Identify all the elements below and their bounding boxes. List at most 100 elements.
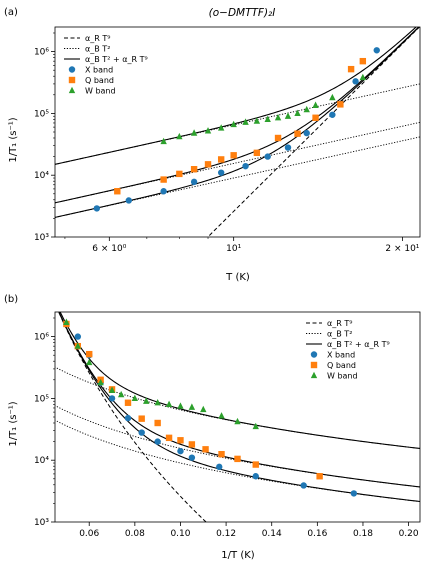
panel-b-x-tick-label: 0.10 (170, 529, 190, 539)
panel-b-data-point (74, 342, 82, 349)
panel-a-data-point (217, 124, 225, 131)
panel-b-data-point (188, 403, 196, 410)
panel-a: (a) (o−DMTTF)₂I T (K) 1/T₁ (s⁻¹) 10³10⁴1… (4, 7, 421, 283)
panel-b-data-point (165, 434, 173, 442)
panel-a-data-point (217, 169, 225, 176)
panel-b-data-point (97, 378, 104, 386)
panel-b-data-point (86, 350, 93, 358)
panel-b-data-point (177, 437, 184, 444)
panel-a-data-point (253, 117, 261, 124)
panel-b-data-point (252, 461, 259, 468)
panel-a-title: (o−DMTTF)₂I (209, 7, 276, 19)
panel-a-data-point (347, 65, 355, 73)
panel-a-data-point (337, 101, 344, 108)
panel-a-data-point (125, 197, 133, 204)
panel-a-x-tick-label: 6 × 10⁰ (92, 244, 126, 254)
panel-b-legend-label: α_B T² + α_R T⁹ (327, 340, 390, 349)
panel-b-data-point (252, 422, 259, 430)
panel-a-data-point (312, 114, 319, 121)
panel-a-data-point (294, 109, 301, 116)
panel-b-legend-label: X band (327, 351, 355, 360)
panel-b-x-tick-label: 0.16 (307, 529, 327, 539)
panel-b-dotted-fit-line (55, 405, 420, 488)
panel-b-data-point (86, 358, 93, 366)
panel-b-data-point (188, 454, 196, 461)
panel-b-data-point (154, 398, 161, 406)
panel-a-legend-label: α_B T² + α_R T⁹ (85, 55, 148, 64)
panel-a-y-tick-label: 10³ (34, 233, 49, 243)
panel-b-data-point (177, 447, 184, 455)
panel-a-data-point (359, 73, 367, 81)
panel-a-data-point (114, 188, 121, 195)
panel-a-data-point (160, 176, 167, 183)
panel-a-data-point (176, 170, 183, 178)
panel-a-legend-marker (68, 86, 76, 94)
panel-b-data-point (63, 318, 70, 325)
panel-a-data-point (303, 129, 310, 137)
panel-a-data-point (274, 134, 282, 142)
panel-b-data-point (124, 414, 132, 422)
panel-a-solid-fit-line (55, 27, 417, 165)
panel-b-x-tick-label: 0.14 (262, 529, 282, 539)
panel-a-data-point (93, 205, 101, 212)
panel-a-legend-label: W band (85, 87, 116, 96)
panel-a-data-point (264, 153, 271, 160)
panel-a-frame (54, 26, 421, 238)
panel-a-x-tick-label: 10¹ (226, 244, 241, 254)
panel-b-x-tick-label: 0.20 (399, 529, 419, 539)
panel-a-data-point (190, 129, 198, 136)
panel-b-x-tick-label: 0.18 (353, 529, 373, 539)
panel-b-legend-label: α_R T⁹ (327, 319, 352, 328)
panel-b: (b) 1/T (K) 1/T₁ (s⁻¹) 10³ 10⁴ 10⁵ 10⁶ 0.06 0… (4, 294, 421, 561)
panel-a-data-point (359, 57, 367, 65)
panel-a-x-axis-label: T (K) (225, 272, 250, 283)
panel-a-data-point (160, 188, 167, 195)
panel-a-legend-marker (68, 76, 76, 84)
panel-b-legend-marker (310, 361, 318, 369)
panel-a-data-point (204, 161, 212, 168)
panel-b-data-point (218, 412, 225, 419)
panel-a-legend-label: X band (85, 66, 113, 75)
panel-b-dotted-fit-line (55, 419, 420, 503)
panel-a-label: (a) (4, 7, 18, 18)
panel-b-data-point (234, 417, 241, 425)
panel-a-data-point (230, 120, 237, 128)
panel-b-legend-marker (310, 351, 318, 358)
panel-b-data-point (124, 399, 132, 406)
panel-b-y-tick-label: 10⁶ (34, 333, 49, 343)
panel-b-legend-label: Q band (327, 361, 356, 370)
panel-b-solid-fit-line (58, 312, 420, 503)
panel-b-y-tick-label: 10⁵ (34, 394, 49, 404)
panel-b-y-tick-label: 10⁴ (34, 456, 49, 466)
panel-a-data-point (373, 47, 380, 54)
panel-a-legend-label: Q band (85, 76, 114, 85)
panel-b-legend-label: W band (327, 372, 358, 381)
panel-b-label: (b) (4, 294, 18, 305)
panel-a-series-x-band (93, 47, 380, 212)
panel-a-data-point (329, 93, 336, 101)
panel-a-data-point (264, 115, 271, 122)
panel-a-data-point (242, 118, 249, 125)
panel-b-x-tick-label: 0.08 (125, 529, 145, 539)
panel-b-series-w-band (63, 318, 259, 430)
panel-b-data-point (218, 451, 225, 458)
panel-a-data-point (217, 156, 225, 163)
panel-b-data-point (154, 438, 161, 445)
panel-a-data-point (294, 130, 301, 137)
panel-b-y-tick-label: 10³ (34, 518, 49, 528)
panel-a-data-point (190, 178, 198, 186)
panel-a-data-point (284, 112, 292, 119)
panel-b-x-tick-label: 0.12 (216, 529, 236, 539)
panel-a-data-point (190, 166, 198, 173)
panel-a-data-point (303, 105, 310, 113)
panel-b-x-tick-label: 0.06 (79, 529, 99, 539)
panel-b-data-point (216, 463, 223, 471)
panel-a-data-point (160, 137, 167, 145)
panel-b-data-point (138, 415, 145, 422)
panel-a-y-tick-label: 10⁵ (34, 109, 49, 119)
panel-a-series-w-band (160, 73, 367, 145)
panel-a-dashed-fit-line (207, 27, 420, 237)
